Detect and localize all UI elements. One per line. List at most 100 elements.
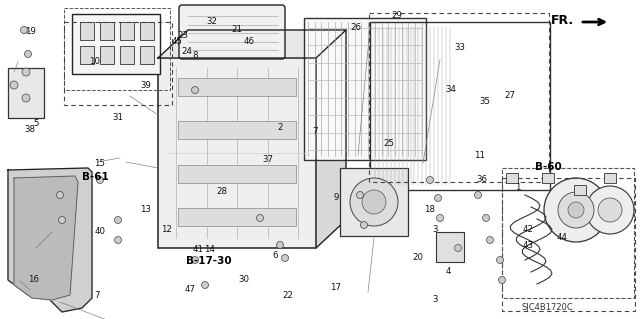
Bar — [304, 18, 426, 160]
Text: 11: 11 — [474, 151, 486, 160]
Circle shape — [598, 198, 622, 222]
Bar — [80, 22, 94, 40]
Bar — [100, 46, 114, 64]
Bar — [370, 22, 550, 190]
Circle shape — [24, 50, 31, 57]
Text: 25: 25 — [383, 138, 394, 147]
Text: 8: 8 — [192, 51, 198, 61]
Bar — [502, 168, 634, 298]
Circle shape — [56, 191, 63, 198]
Bar — [340, 168, 408, 236]
Text: 6: 6 — [272, 250, 278, 259]
Bar — [506, 173, 518, 183]
Circle shape — [22, 94, 30, 102]
Circle shape — [202, 281, 209, 288]
Text: B-17-30: B-17-30 — [186, 256, 232, 266]
Text: 17: 17 — [330, 284, 342, 293]
Text: 28: 28 — [216, 187, 227, 196]
Text: 47: 47 — [184, 286, 195, 294]
Text: 33: 33 — [454, 42, 465, 51]
Text: 4: 4 — [445, 268, 451, 277]
Circle shape — [360, 221, 367, 228]
Circle shape — [435, 195, 442, 202]
Text: 45: 45 — [172, 36, 182, 46]
Bar — [80, 46, 94, 64]
Circle shape — [10, 81, 18, 89]
Text: 15: 15 — [95, 159, 106, 167]
Circle shape — [350, 178, 398, 226]
Bar — [120, 46, 134, 64]
Text: 38: 38 — [24, 125, 35, 135]
Text: 7: 7 — [94, 292, 100, 300]
Bar — [8, 68, 44, 118]
Text: 7: 7 — [312, 128, 317, 137]
Text: 32: 32 — [207, 17, 218, 26]
Text: 3: 3 — [432, 295, 438, 305]
Polygon shape — [158, 30, 346, 58]
Bar — [64, 22, 172, 105]
Circle shape — [544, 178, 608, 242]
Bar — [140, 22, 154, 40]
Circle shape — [436, 214, 444, 221]
Text: SJC4B1720C: SJC4B1720C — [521, 303, 573, 312]
Text: B-61: B-61 — [82, 172, 108, 182]
Text: 9: 9 — [333, 192, 339, 202]
Circle shape — [191, 256, 198, 263]
Text: 1: 1 — [515, 182, 521, 191]
Text: 27: 27 — [504, 91, 515, 100]
Text: 14: 14 — [205, 244, 216, 254]
Bar — [178, 208, 296, 226]
Bar — [604, 173, 616, 183]
Text: 20: 20 — [413, 253, 424, 262]
Circle shape — [22, 68, 30, 76]
Circle shape — [586, 186, 634, 234]
Bar — [120, 22, 134, 40]
Bar — [64, 8, 170, 90]
Circle shape — [483, 214, 490, 221]
Text: 5: 5 — [33, 120, 39, 129]
Text: 13: 13 — [141, 205, 152, 214]
Circle shape — [115, 236, 122, 243]
Text: FR.: FR. — [551, 13, 574, 26]
Polygon shape — [14, 176, 78, 300]
Circle shape — [20, 26, 28, 33]
Bar — [72, 14, 160, 74]
Text: 34: 34 — [445, 85, 456, 93]
Text: 39: 39 — [141, 80, 152, 90]
Text: 16: 16 — [29, 276, 40, 285]
Circle shape — [362, 190, 386, 214]
Text: 41: 41 — [193, 244, 204, 254]
FancyBboxPatch shape — [179, 5, 285, 59]
Circle shape — [454, 244, 461, 251]
Polygon shape — [316, 30, 346, 248]
Text: 22: 22 — [282, 292, 294, 300]
Circle shape — [191, 86, 198, 93]
Circle shape — [426, 176, 433, 183]
Circle shape — [115, 217, 122, 224]
Text: 19: 19 — [24, 26, 35, 35]
Bar — [502, 178, 635, 311]
Text: 10: 10 — [90, 56, 100, 65]
Circle shape — [486, 236, 493, 243]
Circle shape — [276, 241, 284, 249]
Bar — [436, 232, 464, 262]
Circle shape — [497, 256, 504, 263]
Polygon shape — [8, 168, 92, 312]
Text: 35: 35 — [479, 98, 490, 107]
Circle shape — [474, 191, 481, 198]
Text: 36: 36 — [477, 175, 488, 184]
Circle shape — [58, 217, 65, 224]
Bar — [178, 165, 296, 183]
Circle shape — [558, 192, 594, 228]
Bar — [574, 185, 586, 195]
Text: 3: 3 — [432, 225, 438, 234]
Bar — [369, 13, 549, 182]
Bar — [542, 173, 554, 183]
Circle shape — [499, 277, 506, 284]
Circle shape — [568, 202, 584, 218]
Circle shape — [356, 191, 364, 198]
Text: 44: 44 — [557, 234, 568, 242]
Bar — [158, 58, 316, 248]
Text: 24: 24 — [182, 47, 193, 56]
Text: 18: 18 — [424, 205, 435, 214]
